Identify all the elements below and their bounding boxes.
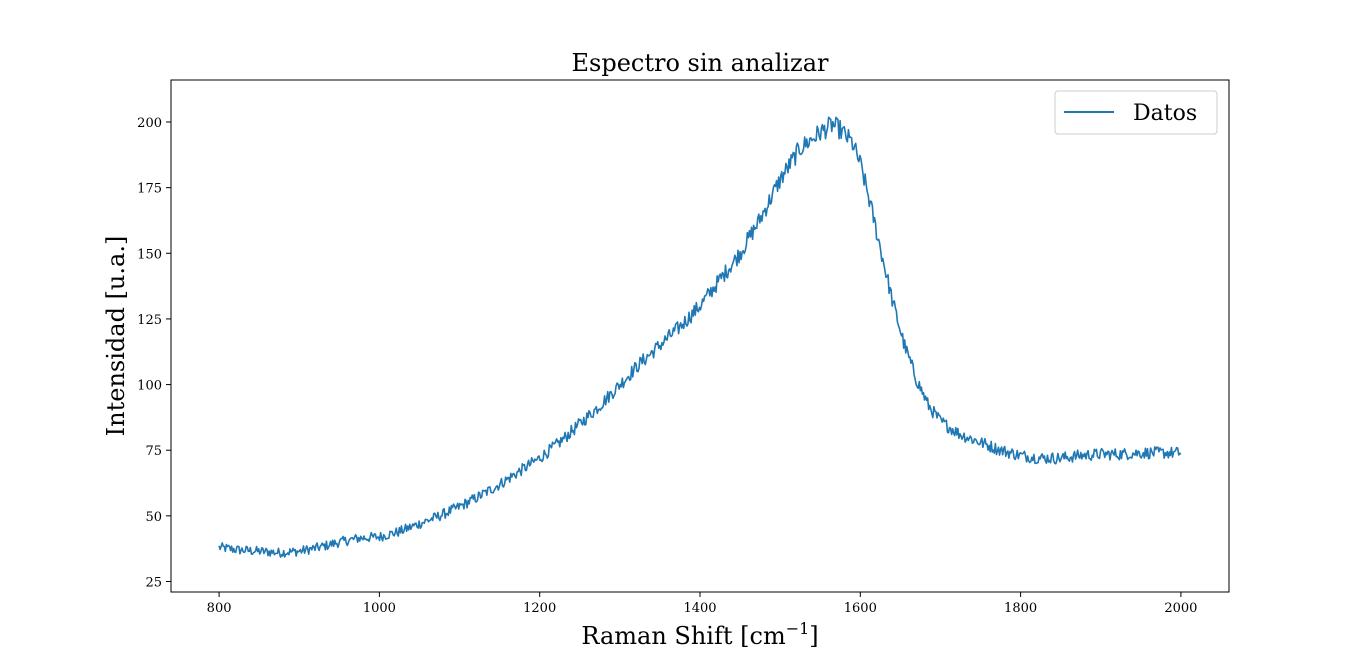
- x-tick-label: 1200: [523, 601, 556, 616]
- x-axis-label-main: Raman Shift [cm: [581, 622, 786, 650]
- x-tick-label: 2000: [1164, 601, 1197, 616]
- y-tick-label: 150: [137, 247, 162, 262]
- y-axis-label: Intensidad [u.a.]: [102, 236, 130, 437]
- x-axis-label-end: ]: [809, 622, 818, 650]
- chart-title: Espectro sin analizar: [572, 49, 829, 77]
- series-line-datos: [218, 116, 1182, 558]
- legend-box: [1054, 90, 1218, 135]
- y-tick-label: 200: [137, 116, 162, 131]
- x-axis-label-superscript: −1: [786, 619, 810, 638]
- x-axis-ticks: 800 1000 1200 1400 1600 1800 2000: [207, 592, 1197, 616]
- x-tick-label: 1000: [363, 601, 396, 616]
- y-tick-label: 125: [137, 313, 162, 328]
- x-tick-label: 1600: [844, 601, 877, 616]
- plot-frame: [170, 79, 1230, 593]
- y-tick-label: 175: [137, 182, 162, 197]
- y-tick-label: 75: [145, 444, 162, 459]
- y-axis-ticks: 25 50 75 100 125 150 175 200: [137, 116, 171, 590]
- x-tick-label: 1400: [683, 601, 716, 616]
- y-tick-label: 100: [137, 379, 162, 394]
- x-tick-label: 800: [207, 601, 232, 616]
- y-tick-label: 50: [145, 510, 162, 525]
- x-axis-label: Raman Shift [cm−1]: [581, 619, 818, 650]
- legend: Datos: [1054, 90, 1218, 135]
- y-tick-label: 25: [145, 575, 162, 590]
- x-tick-label: 1800: [1004, 601, 1037, 616]
- legend-label-datos: Datos: [1133, 101, 1197, 126]
